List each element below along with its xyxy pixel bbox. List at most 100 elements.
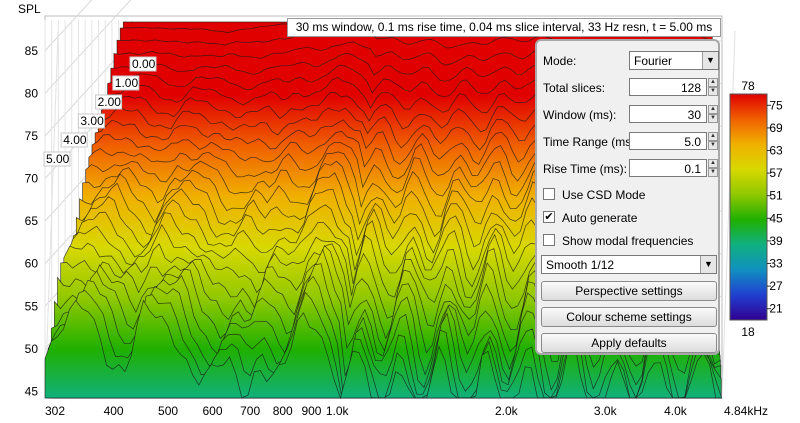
time-tick-label: 5.00	[46, 152, 70, 166]
colour-scale-max: 78	[741, 79, 755, 93]
x-tick-label: 1.0k	[326, 404, 350, 418]
colour-scale-tick-label: 69	[769, 121, 783, 135]
window-spinner[interactable]: ▲ ▼	[708, 105, 718, 123]
x-tick-label: 900	[301, 404, 321, 418]
time-range-spinner[interactable]: ▲ ▼	[708, 132, 718, 150]
chevron-down-icon[interactable]: ▼	[702, 52, 718, 69]
time-tick-box	[77, 113, 105, 129]
time-tick-box	[43, 151, 71, 167]
grid-line-x	[721, 30, 736, 399]
show-modal-box[interactable]	[543, 234, 555, 246]
x-tick-label: 700	[240, 404, 260, 418]
spin-down-icon[interactable]: ▼	[708, 168, 718, 177]
total-slices-field[interactable]: 128	[629, 78, 707, 96]
window-row: Window (ms): 30 ▲ ▼	[541, 105, 718, 125]
y-tick-label: 50	[25, 342, 39, 356]
rise-time-label: Rise Time (ms):	[543, 162, 627, 176]
apply-defaults-button[interactable]: Apply defaults	[541, 333, 717, 353]
y-tick-label: 55	[25, 299, 39, 313]
x-tick-label: 3.0k	[594, 404, 618, 418]
time-range-field[interactable]: 5.0	[629, 132, 707, 150]
rise-time-row: Rise Time (ms): 0.1 ▲ ▼	[541, 159, 718, 179]
colour-scale-tick-label: 75	[769, 98, 783, 112]
analysis-info-box: 30 ms window, 0.1 ms rise time, 0.04 ms …	[287, 18, 721, 37]
y-axis-label: SPL	[18, 2, 41, 16]
x-tick-label: 500	[158, 404, 178, 418]
x-tick-label: 800	[273, 404, 293, 418]
time-axis-labels: 0.00 1.00 2.00 3.00 4.00 5.00	[43, 56, 157, 167]
tick-labels: SPL 85 80 75 70 65 60 55 50 45 302 400 500 600 700 800 9…	[18, 2, 768, 418]
colour-scale-tick-label: 45	[769, 211, 783, 225]
auto-generate-label: Auto generate	[562, 211, 638, 225]
total-slices-label: Total slices:	[543, 81, 606, 95]
use-csd-checkbox[interactable]: Use CSD Mode	[541, 187, 717, 205]
spin-down-icon[interactable]: ▼	[708, 87, 718, 96]
colour-scale-tick-label: 33	[769, 257, 783, 271]
time-tick-label: 1.00	[115, 76, 139, 90]
total-slices-row: Total slices: 128 ▲ ▼	[541, 78, 718, 98]
colour-scale-tick-label: 51	[769, 189, 783, 203]
waterfall-controls-panel: Mode: Fourier ▼ Total slices: 128 ▲ ▼ Win…	[535, 39, 720, 355]
colour-scale-tick-label: 27	[769, 279, 783, 293]
y-tick-label: 65	[25, 214, 39, 228]
x-tick-label: 600	[203, 404, 223, 418]
mode-value: Fourier	[634, 54, 673, 68]
colour-scheme-settings-button[interactable]: Colour scheme settings	[541, 307, 717, 327]
x-tick-label: 302	[45, 404, 65, 418]
rise-time-field[interactable]: 0.1	[629, 159, 707, 177]
time-tick-label: 4.00	[63, 133, 87, 147]
x-tick-label: 4.0k	[664, 404, 688, 418]
spin-up-icon[interactable]: ▲	[708, 105, 718, 114]
y-tick-label: 45	[25, 384, 39, 398]
show-modal-label: Show modal frequencies	[562, 234, 694, 248]
y-tick-label: 85	[25, 44, 39, 58]
grid-line-y	[44, 0, 93, 52]
time-tick-box	[60, 132, 88, 148]
time-range-label: Time Range (ms):	[543, 135, 639, 149]
auto-generate-checkbox[interactable]: ✔ Auto generate	[541, 210, 717, 228]
window-label: Window (ms):	[543, 108, 617, 122]
y-tick-label: 70	[25, 172, 39, 186]
rise-time-spinner[interactable]: ▲ ▼	[708, 159, 718, 177]
spin-up-icon[interactable]: ▲	[708, 132, 718, 141]
use-csd-label: Use CSD Mode	[562, 188, 646, 202]
spin-down-icon[interactable]: ▼	[708, 114, 718, 123]
colour-scale-tick-label: 39	[769, 234, 783, 248]
spin-up-icon[interactable]: ▲	[708, 159, 718, 168]
time-tick-box	[112, 75, 140, 91]
colour-scale-tick-label: 21	[769, 302, 783, 316]
colour-scale-bar: 78 18 75 69 63 57 51 45 39 33 27 21	[729, 79, 783, 339]
time-tick-box	[129, 56, 157, 72]
x-tick-label: 4.84kHz	[724, 404, 768, 418]
mode-row: Mode: Fourier ▼	[541, 51, 719, 71]
time-tick-label: 2.00	[98, 95, 122, 109]
checkmark-icon[interactable]: ✔	[543, 211, 555, 223]
time-tick-label: 3.00	[80, 114, 104, 128]
mode-label: Mode:	[543, 54, 577, 68]
show-modal-checkbox[interactable]: Show modal frequencies	[541, 233, 717, 251]
y-tick-label: 80	[25, 86, 39, 100]
perspective-settings-button[interactable]: Perspective settings	[541, 281, 717, 301]
time-tick-label: 0.00	[132, 57, 156, 71]
colour-scale-gradient	[729, 93, 768, 321]
mode-select[interactable]: Fourier ▼	[629, 51, 719, 70]
colour-scale-min: 18	[741, 325, 755, 339]
x-tick-label: 2.0k	[495, 404, 519, 418]
y-tick-label: 75	[25, 129, 39, 143]
spin-up-icon[interactable]: ▲	[708, 78, 718, 87]
waterfall-slice	[44, 299, 722, 400]
y-tick-label: 60	[25, 257, 39, 271]
use-csd-box[interactable]	[543, 188, 555, 200]
colour-scale-tick-label: 57	[769, 166, 783, 180]
grid-line-y	[44, 0, 132, 94]
window-field[interactable]: 30	[629, 105, 707, 123]
time-tick-box	[95, 94, 123, 110]
smoothing-value: Smooth 1/12	[546, 258, 615, 272]
time-range-row: Time Range (ms): 5.0 ▲ ▼	[541, 132, 718, 152]
total-slices-spinner[interactable]: ▲ ▼	[708, 78, 718, 96]
chevron-down-icon[interactable]: ▼	[700, 256, 716, 273]
smoothing-select[interactable]: Smooth 1/12 ▼	[541, 255, 717, 274]
spin-down-icon[interactable]: ▼	[708, 141, 718, 150]
x-tick-label: 400	[104, 404, 124, 418]
colour-scale-tick-label: 63	[769, 144, 783, 158]
